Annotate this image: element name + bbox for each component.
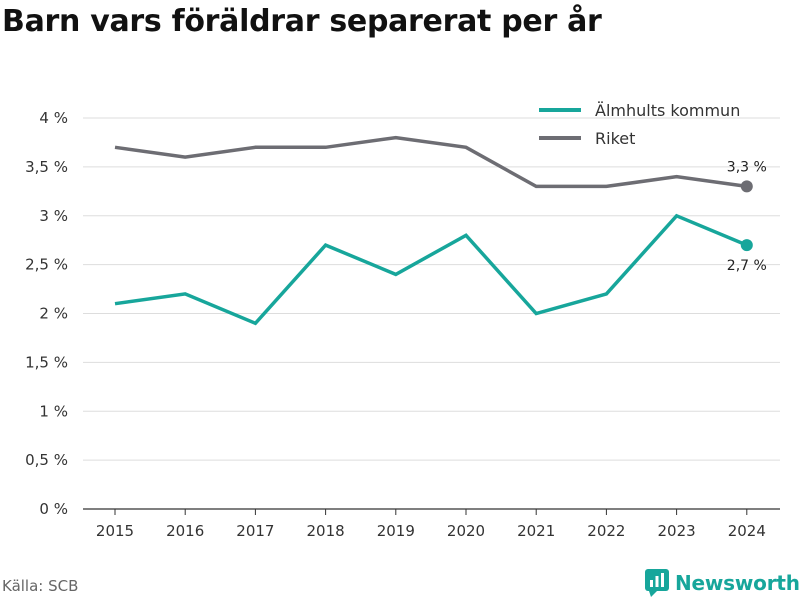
chart-title: Barn vars föräldrar separerat per år (2, 4, 602, 39)
series-end-label-riket: 3,3 % (727, 159, 767, 175)
y-tick-label: 2,5 % (25, 256, 68, 274)
x-tick-label: 2016 (166, 522, 204, 540)
x-axis: 2015 2016 2017 2018 2019 2020 2021 2022 2023 2024 (96, 509, 766, 540)
series-end-label-almhult: 2,7 % (727, 258, 767, 274)
legend-label-riket: Riket (595, 129, 635, 148)
series-line-almhult (114, 213, 748, 326)
y-tick-label: 2 % (39, 305, 68, 323)
y-tick-label: 1 % (39, 402, 68, 420)
y-tick-label: 0 % (39, 500, 68, 518)
x-tick-label: 2018 (307, 522, 345, 540)
source-note: Källa: SCB (2, 577, 79, 595)
y-axis: 0 % 0,5 % 1 % 1,5 % 2 % 2,5 % 3 % 3,5 % 4 % (25, 109, 68, 518)
x-tick-label: 2019 (377, 522, 415, 540)
x-tick-label: 2023 (658, 522, 696, 540)
grid-lines (83, 117, 780, 510)
brand-name: Newsworthy (675, 571, 800, 595)
x-tick-label: 2020 (447, 522, 485, 540)
x-tick-label: 2024 (728, 522, 766, 540)
series-line-riket (114, 135, 748, 189)
y-tick-label: 4 % (39, 109, 68, 127)
series-end-point-riket (740, 180, 753, 193)
legend: Älmhults kommun Riket (539, 101, 740, 148)
newsworthy-logo-icon (645, 569, 669, 597)
x-tick-label: 2017 (236, 522, 274, 540)
y-tick-label: 0,5 % (25, 451, 68, 469)
y-tick-label: 1,5 % (25, 353, 68, 371)
y-tick-label: 3,5 % (25, 158, 68, 176)
brand-logo[interactable]: Newsworthy (645, 569, 800, 597)
x-tick-label: 2015 (96, 522, 134, 540)
x-tick-label: 2021 (517, 522, 555, 540)
y-tick-label: 3 % (39, 207, 68, 225)
series-lines: 2,7 % 3,3 % (114, 135, 767, 326)
x-tick-label: 2022 (587, 522, 625, 540)
legend-label-almhult: Älmhults kommun (595, 101, 740, 120)
series-end-point-almhult (740, 239, 753, 252)
line-chart: 0 % 0,5 % 1 % 1,5 % 2 % 2,5 % 3 % 3,5 % 4 % 2015… (25, 101, 780, 540)
